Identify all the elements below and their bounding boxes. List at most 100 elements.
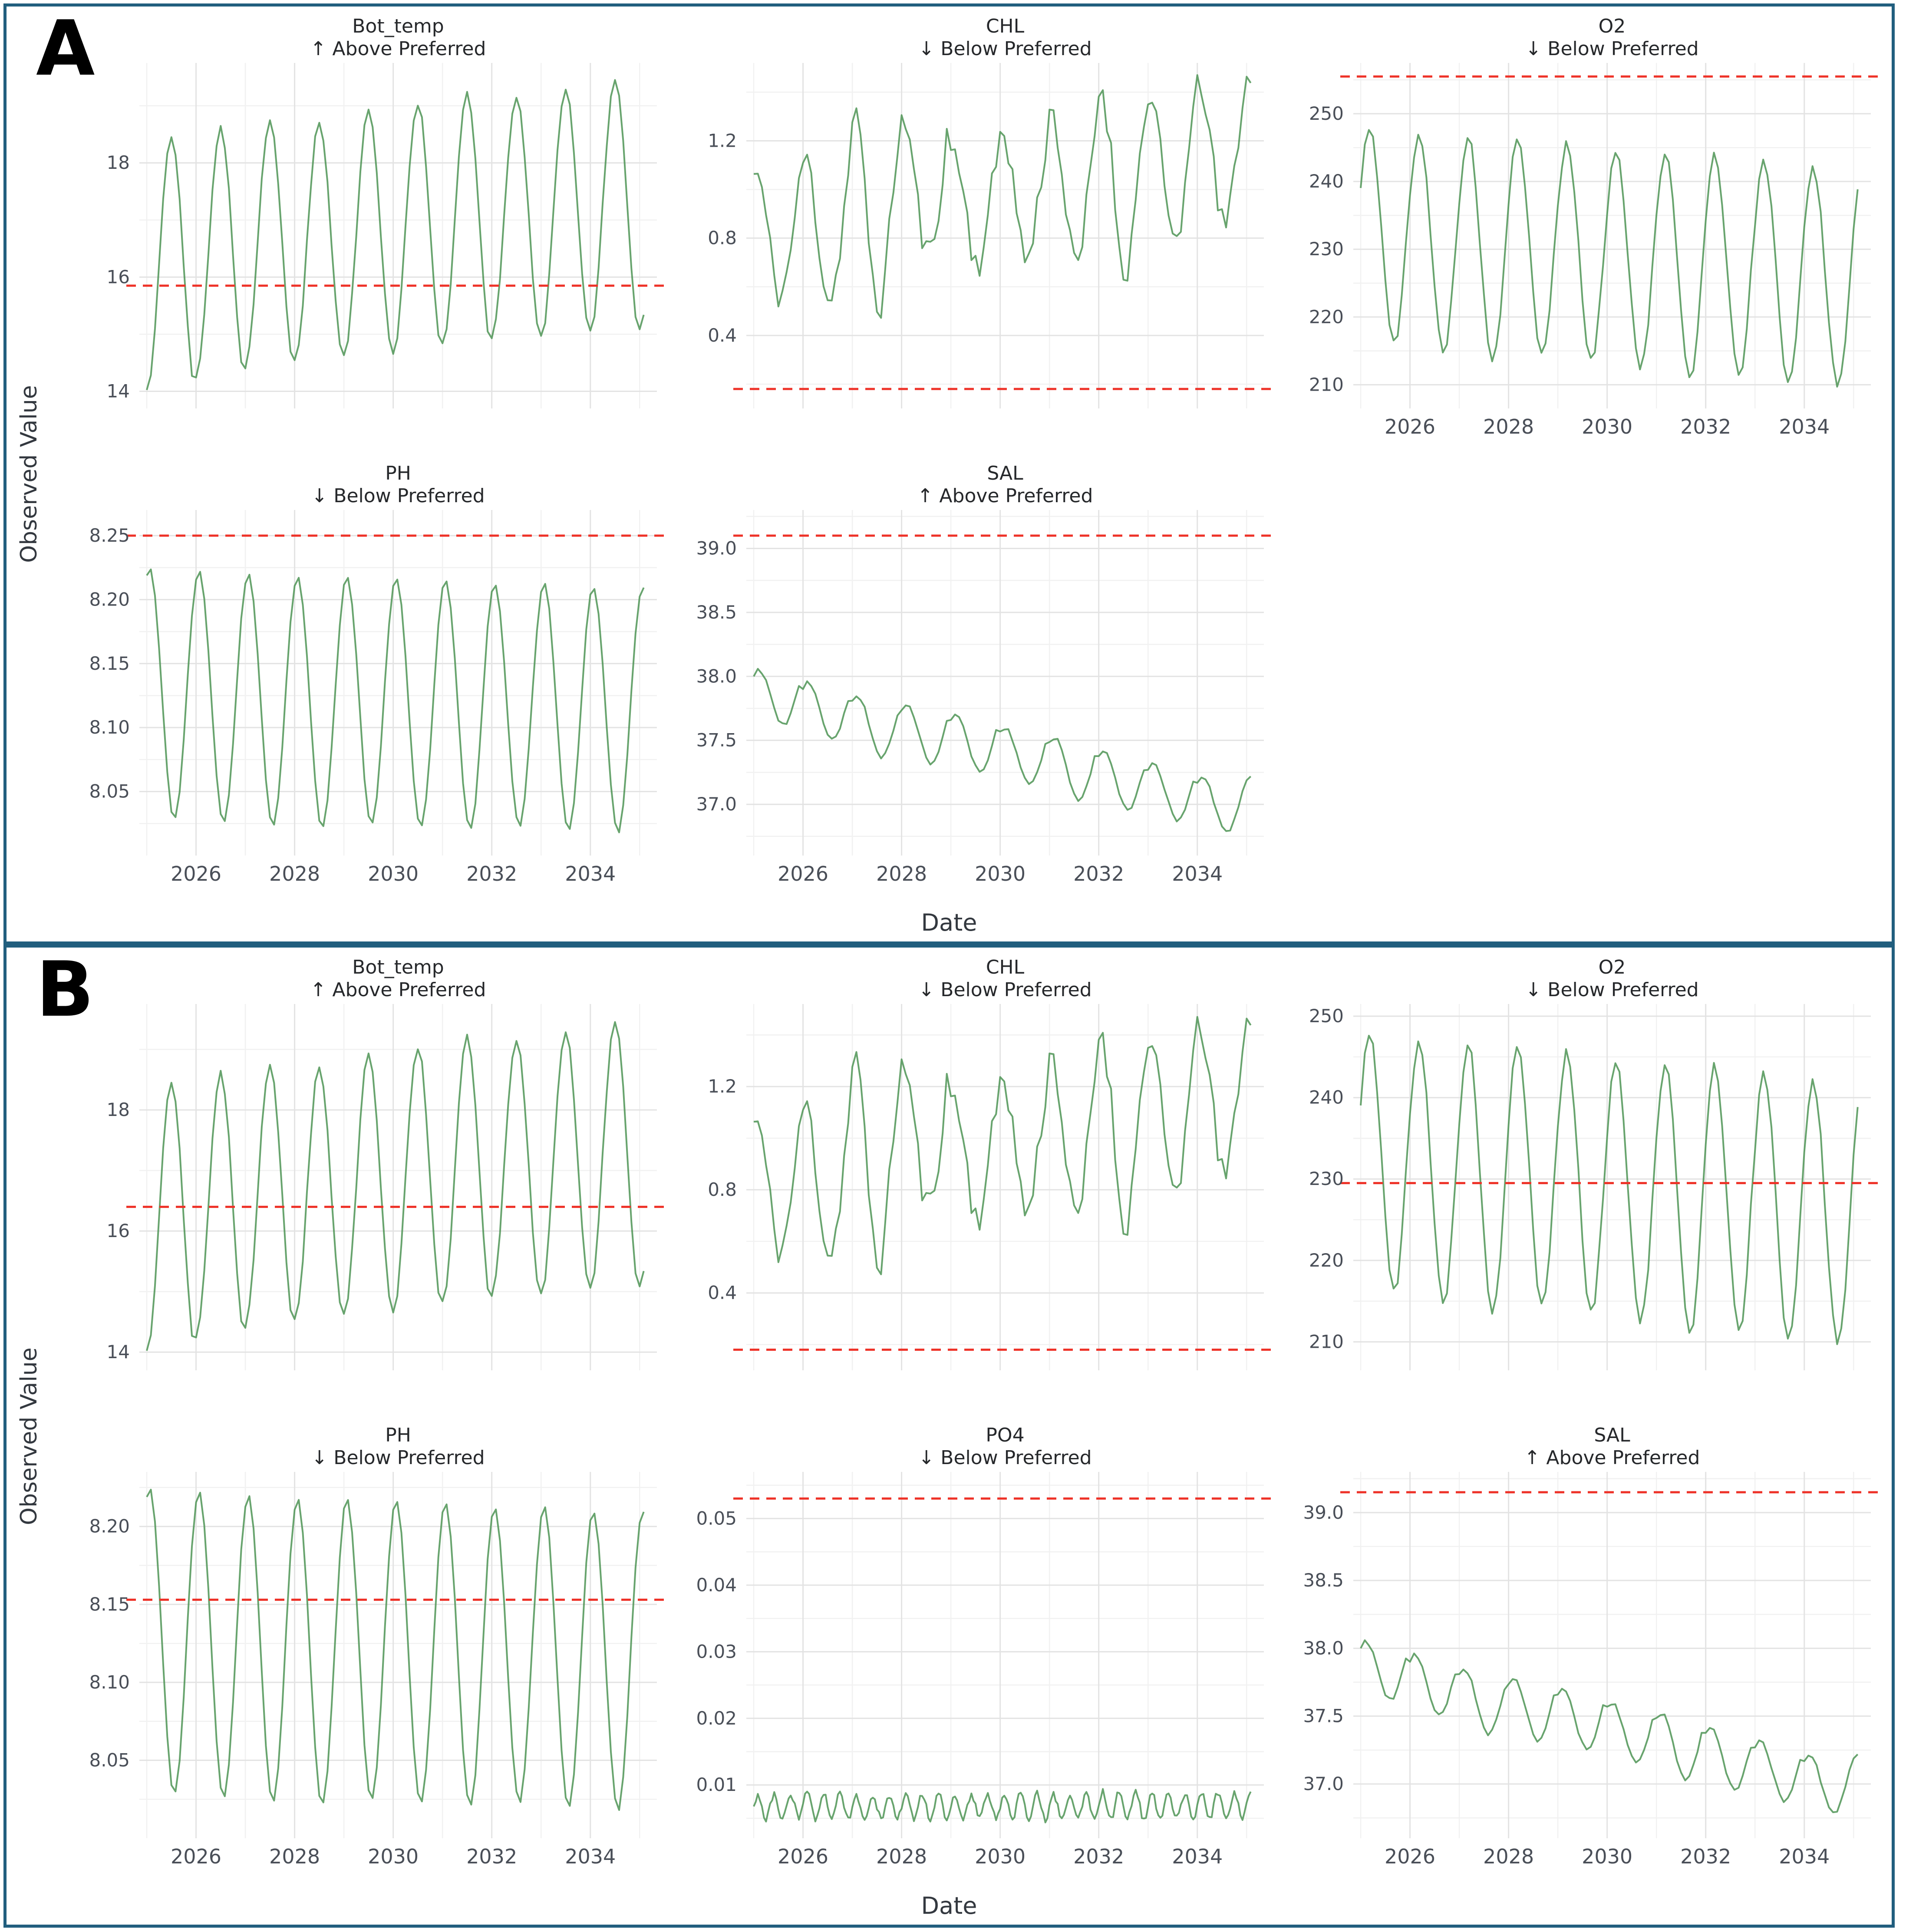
y-tick-label: 1.2: [708, 1076, 737, 1097]
x-tick-label: 2026: [171, 1845, 221, 1868]
subplot-sal_b: SAL↑ Above Preferred 37.0 37.5 38.0 38.5 39.0…: [1303, 1424, 1880, 1868]
y-tick-label: 0.4: [708, 325, 737, 346]
x-tick-label: 2032: [1073, 862, 1124, 885]
x-tick-label: 2034: [1779, 1845, 1830, 1868]
series-line: [1360, 129, 1859, 388]
series-line: [753, 1788, 1252, 1823]
x-axis-label: Date: [921, 909, 977, 936]
y-tick-label: 0.01: [696, 1774, 737, 1795]
y-tick-label: 8.05: [89, 1749, 130, 1771]
series-line: [1360, 1035, 1859, 1345]
y-tick-label: 0.8: [708, 1179, 737, 1200]
y-tick-label: 39.0: [1303, 1502, 1344, 1523]
subplot-title: CHL: [986, 15, 1025, 37]
subplot-title: O2: [1599, 956, 1626, 978]
x-tick-label: 2028: [876, 862, 927, 885]
grid-major: [139, 510, 657, 856]
subplot-bot_temp_a: Bot_temp↑ Above Preferred 14 16 18: [107, 15, 666, 408]
x-tick-label: 2034: [565, 862, 616, 885]
panel-a: A Observed Value Bot_temp ↑ Above Preferr…: [3, 3, 1895, 945]
x-tick-label: 2030: [368, 862, 419, 885]
y-tick-label: 18: [107, 1099, 130, 1120]
subplot-subtitle: ↓ Below Preferred: [1525, 38, 1698, 60]
x-tick-label: 2032: [1680, 1845, 1731, 1868]
subplot-title: O2: [1599, 15, 1626, 37]
subplot-title: SAL: [1594, 1424, 1630, 1446]
y-tick-label: 240: [1309, 171, 1344, 192]
series-line: [753, 668, 1252, 832]
subplot-o2_b: O2↓ Below Preferred 210 220 230 240 250: [1309, 956, 1880, 1370]
x-tick-label: 2028: [269, 862, 320, 885]
subplot-subtitle: ↓ Below Preferred: [918, 979, 1091, 1001]
y-tick-label: 8.05: [89, 781, 130, 802]
subplot-subtitle: ↓ Below Preferred: [918, 1447, 1091, 1469]
y-tick-label: 0.04: [696, 1574, 737, 1596]
series-line: [146, 1488, 645, 1811]
y-tick-label: 8.15: [89, 653, 130, 674]
grid-minor: [139, 1472, 657, 1838]
subplot-title: CHL: [986, 956, 1025, 978]
x-tick-label: 2032: [1680, 415, 1731, 438]
subplot-chl_b: CHL↓ Below Preferred 0.4 0.8 1.2: [708, 956, 1273, 1370]
y-tick-label: 0.4: [708, 1282, 737, 1303]
panel-b: B Observed Value Bot_temp ↑ Above Preferr…: [3, 945, 1895, 1928]
x-tick-label: 2030: [975, 862, 1026, 885]
y-tick-label: 230: [1309, 238, 1344, 260]
facet-grid-a: Bot_temp ↑ Above Preferred 14 16 18 CHL ↓ Belo…: [62, 10, 1883, 904]
series-line: [146, 79, 645, 390]
grid-minor: [746, 1472, 1264, 1838]
subplot-subtitle: ↑ Above Preferred: [1524, 1447, 1700, 1469]
grid-major: [746, 63, 1264, 408]
x-tick-label: 2034: [1779, 415, 1830, 438]
x-tick-label: 2026: [778, 862, 828, 885]
grid-minor: [1353, 1004, 1871, 1370]
x-tick-label: 2028: [1483, 415, 1534, 438]
grid-minor: [746, 1004, 1264, 1370]
x-tick-label: 2032: [1073, 1845, 1124, 1868]
y-tick-label: 16: [107, 266, 130, 287]
y-tick-label: 1.2: [708, 130, 737, 151]
subplot-subtitle: ↓ Below Preferred: [311, 1447, 485, 1469]
x-axis-label: Date: [921, 1892, 977, 1919]
y-tick-label: 14: [107, 381, 130, 402]
y-tick-label: 18: [107, 152, 130, 173]
grid-minor: [1353, 1472, 1871, 1838]
subplot-title: Bot_temp: [352, 956, 444, 978]
y-tick-label: 210: [1309, 1331, 1344, 1352]
grid-minor: [139, 510, 657, 856]
y-tick-label: 0.02: [696, 1708, 737, 1729]
subplot-o2_a: O2↓ Below Preferred 210 220 230 240 250 2026 20…: [1309, 15, 1880, 438]
grid-major: [1353, 1004, 1871, 1370]
y-tick-label: 8.25: [89, 525, 130, 546]
x-tick-label: 2032: [466, 1845, 517, 1868]
subplot-subtitle: ↓ Below Preferred: [311, 485, 485, 507]
y-tick-label: 8.15: [89, 1593, 130, 1615]
series-line: [146, 1021, 645, 1351]
y-tick-label: 8.20: [89, 1516, 130, 1537]
subplot-po4_b: PO4↓ Below Preferred 0.01 0.02 0.03 0.04 0.05…: [696, 1424, 1273, 1868]
grid-major: [139, 63, 657, 408]
subplot-subtitle: ↓ Below Preferred: [1525, 979, 1698, 1001]
y-axis-label: Observed Value: [16, 1347, 42, 1525]
x-tick-label: 2032: [466, 862, 517, 885]
subplot-sal_a: SAL↑ Above Preferred 37.0 37.5 38.0 38.5 39.0…: [696, 462, 1273, 885]
x-tick-label: 2034: [565, 1845, 616, 1868]
subplot-ph_b: PH↓ Below Preferred 8.05 8.10 8.15 8.20 2026 2…: [89, 1424, 666, 1868]
y-tick-label: 230: [1309, 1168, 1344, 1189]
subplot-title: PH: [385, 1424, 411, 1446]
y-tick-label: 38.5: [1303, 1570, 1344, 1591]
subplot-subtitle: ↑ Above Preferred: [310, 979, 486, 1001]
x-tick-label: 2030: [368, 1845, 419, 1868]
grid-minor: [139, 1004, 657, 1370]
subplot-bot_temp_b: Bot_temp↑ Above Preferred 14 16 18: [107, 956, 666, 1370]
x-tick-label: 2028: [269, 1845, 320, 1868]
y-tick-label: 250: [1309, 103, 1344, 124]
grid-major: [746, 1472, 1264, 1838]
subplot-title: PH: [385, 462, 411, 484]
grid-major: [1353, 1472, 1871, 1838]
subplot-subtitle: ↓ Below Preferred: [918, 38, 1091, 60]
x-tick-label: 2028: [1483, 1845, 1534, 1868]
panel-a-label: A: [36, 5, 95, 93]
y-axis-label: Observed Value: [16, 385, 42, 563]
y-tick-label: 8.20: [89, 589, 130, 610]
